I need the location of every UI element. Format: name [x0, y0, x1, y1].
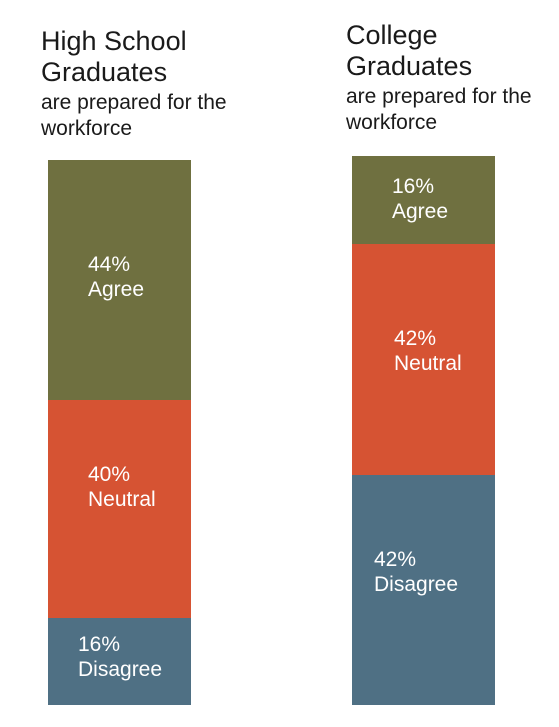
bar-segment-agree: 16% Agree	[352, 156, 495, 244]
category-label: Agree	[88, 278, 145, 301]
stacked-bar-high-school: 44% Agree 40% Neutral 16% Disagree	[48, 160, 191, 705]
category-label: Disagree	[374, 573, 459, 596]
category-label: Agree	[392, 200, 449, 223]
value-label: 42%	[394, 327, 437, 350]
value-label: 16%	[392, 175, 435, 198]
data-label-neutral: 42% Neutral	[394, 326, 462, 376]
chart-title-high-school: High School Graduates are prepared for t…	[41, 26, 241, 142]
data-label-agree: 16% Agree	[392, 174, 448, 224]
bar-segment-agree: 44% Agree	[48, 160, 191, 400]
category-label: Disagree	[78, 658, 163, 681]
value-label: 42%	[374, 548, 417, 571]
value-label: 16%	[78, 633, 121, 656]
stacked-bar-college: 16% Agree 42% Neutral 42% Disagree	[352, 156, 495, 705]
chart-subtitle: are prepared for the workforce	[41, 91, 227, 140]
chart-title-college: College Graduates are prepared for the w…	[346, 20, 546, 136]
data-label-disagree: 16% Disagree	[78, 632, 162, 682]
bar-segment-disagree: 42% Disagree	[352, 475, 495, 705]
data-label-agree: 44% Agree	[88, 252, 144, 302]
data-label-neutral: 40% Neutral	[88, 462, 156, 512]
bar-segment-disagree: 16% Disagree	[48, 618, 191, 705]
data-label-disagree: 42% Disagree	[374, 547, 458, 597]
value-label: 40%	[88, 463, 131, 486]
bar-segment-neutral: 40% Neutral	[48, 400, 191, 618]
category-label: Neutral	[88, 488, 156, 511]
bar-segment-neutral: 42% Neutral	[352, 244, 495, 475]
value-label: 44%	[88, 253, 131, 276]
chart-title-main: College Graduates	[346, 20, 473, 81]
category-label: Neutral	[394, 352, 462, 375]
chart-title-main: High School Graduates	[41, 26, 187, 87]
chart-subtitle: are prepared for the workforce	[346, 85, 532, 134]
